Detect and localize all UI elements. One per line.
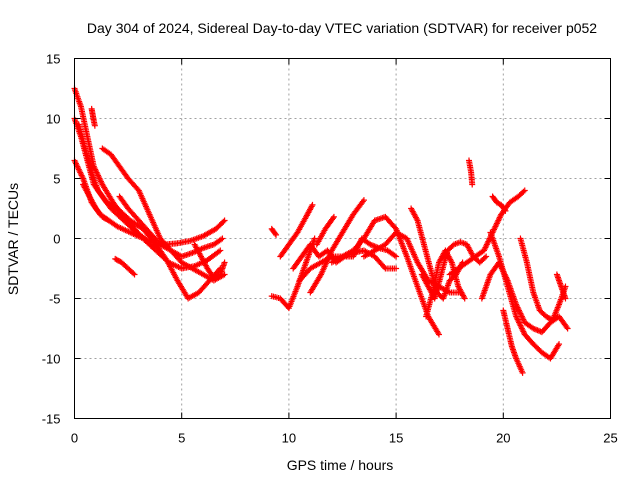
data-point (330, 213, 337, 220)
data-point (381, 264, 388, 271)
y-tick-label: 10 (46, 112, 60, 127)
data-point (105, 217, 112, 224)
data-point (219, 235, 226, 242)
x-tick-label: 5 (178, 431, 185, 446)
data-point (556, 341, 563, 348)
data-point (393, 265, 400, 272)
data-point (393, 253, 400, 260)
data-point (309, 201, 316, 208)
x-tick-label: 15 (389, 431, 403, 446)
data-point (519, 369, 526, 376)
y-tick-label: 5 (53, 172, 60, 187)
y-axis-label: SDTVAR / TECUs (5, 183, 21, 295)
y-tick-label: 0 (53, 232, 60, 247)
data-point (563, 324, 570, 331)
data-points (71, 85, 571, 376)
data-point (501, 206, 508, 213)
x-tick-label: 20 (496, 431, 510, 446)
chart-title: Day 304 of 2024, Sidereal Day-to-day VTE… (87, 20, 597, 36)
y-tick-label: -5 (49, 292, 61, 307)
data-point (520, 188, 527, 195)
y-tick-label: -15 (42, 412, 61, 427)
data-point (521, 187, 528, 194)
x-tick-label: 25 (603, 431, 617, 446)
y-tick-label: 15 (46, 52, 60, 67)
data-point (217, 247, 224, 254)
x-axis-label: GPS time / hours (287, 457, 394, 473)
data-point (221, 217, 228, 224)
data-point (91, 122, 98, 129)
data-point (469, 181, 476, 188)
data-point (273, 231, 280, 238)
data-point (481, 254, 488, 261)
data-point (435, 331, 442, 338)
data-point (483, 253, 490, 260)
x-tick-label: 10 (282, 431, 296, 446)
data-point (104, 216, 111, 223)
data-point (272, 230, 279, 237)
data-point (562, 295, 569, 302)
data-point (220, 218, 227, 225)
data-point (329, 215, 336, 222)
data-point (461, 295, 468, 302)
x-tick-label: 0 (71, 431, 78, 446)
data-point (564, 325, 571, 332)
data-point (360, 197, 367, 204)
data-point (130, 270, 137, 277)
data-point (502, 207, 509, 214)
data-point (311, 235, 318, 242)
axis-ticks: 0 5 10 15 20 25 -15 -10 -5 0 5 10 15 (42, 52, 618, 446)
data-point (221, 259, 228, 266)
y-tick-label: -10 (42, 352, 61, 367)
data-point (131, 271, 138, 278)
